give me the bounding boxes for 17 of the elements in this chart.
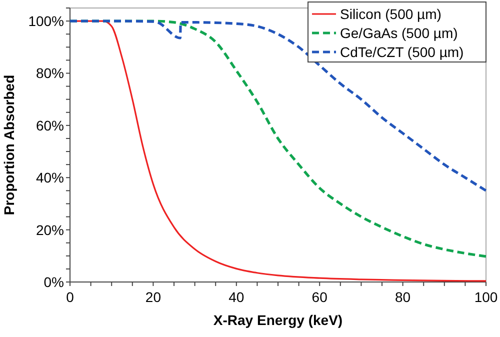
y-tick-label: 80%	[36, 65, 64, 82]
legend-label: Ge/GaAs (500 µm)	[340, 25, 458, 41]
y-tick-label: 0%	[44, 274, 64, 290]
y-tick-label: 20%	[36, 222, 64, 238]
y-tick-label: 100%	[28, 13, 64, 30]
x-axis-title: X-Ray Energy (keV)	[213, 312, 343, 328]
x-tick-label: 20	[145, 289, 162, 305]
legend-label: CdTe/CZT (500 µm)	[340, 44, 464, 60]
x-tick-label: 40	[228, 289, 244, 305]
x-tick-label: 0	[66, 289, 74, 305]
y-tick-label: 60%	[36, 117, 64, 134]
x-tick-label: 80	[395, 289, 411, 305]
x-tick-label: 100	[474, 289, 498, 305]
y-axis-title: Proportion Absorbed	[1, 74, 17, 216]
x-tick-label: 60	[312, 289, 328, 305]
legend-label: Silicon (500 µm)	[340, 6, 442, 22]
y-tick-label: 40%	[36, 170, 64, 186]
